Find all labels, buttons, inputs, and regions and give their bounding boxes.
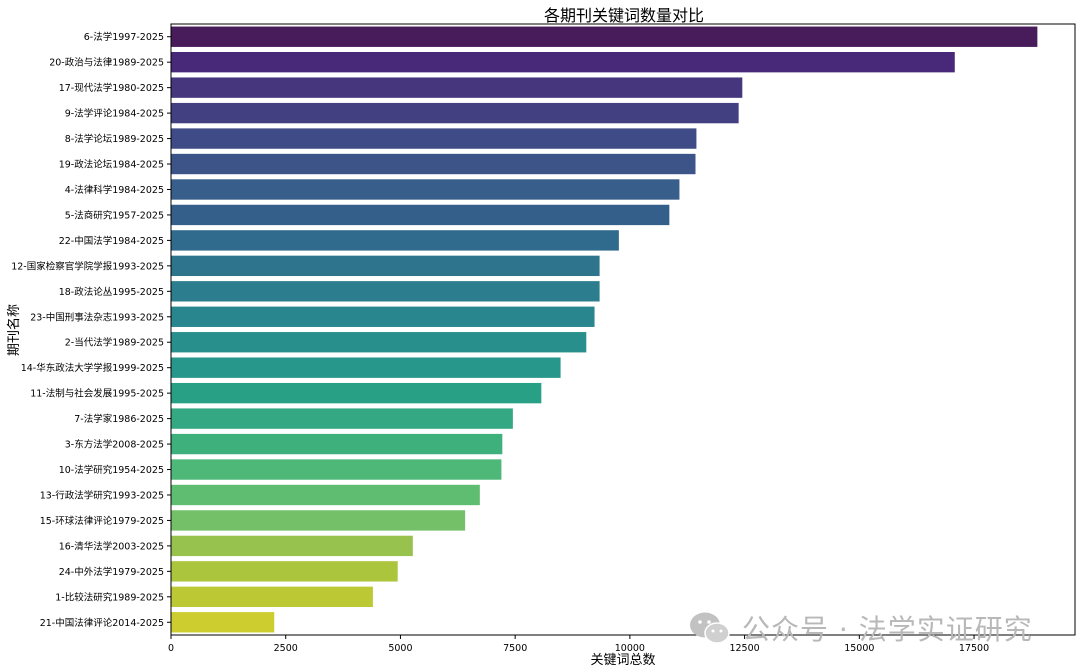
y-tick-label: 4-法律科学1984-2025: [65, 184, 164, 196]
chart-title: 各期刊关键词数量对比: [544, 6, 704, 25]
y-tick-label: 22-中国法学1984-2025: [59, 235, 164, 247]
y-tick-label: 20-政治与法律1989-2025: [49, 57, 164, 69]
y-tick-label: 15-环球法律评论1979-2025: [40, 515, 164, 527]
bar: [171, 433, 503, 455]
bar: [171, 510, 466, 531]
y-tick-label: 14-华东政法大学学报1999-2025: [21, 362, 164, 374]
y-tick-label: 7-法学家1986-2025: [74, 413, 164, 425]
watermark-text: 公众号 · 法学实证研究: [742, 613, 1033, 646]
bar: [171, 153, 696, 175]
y-tick-label: 18-政法论丛1995-2025: [59, 286, 164, 298]
y-tick-label: 10-法学研究1954-2025: [59, 464, 164, 476]
bar: [171, 204, 670, 226]
bar: [171, 281, 600, 302]
bar: [171, 306, 595, 327]
y-tick-label: 21-中国法律评论2014-2025: [40, 617, 164, 629]
y-tick-label: 3-东方法学2008-2025: [65, 439, 164, 451]
watermark: 公众号 · 法学实证研究: [688, 608, 1033, 648]
bar: [171, 52, 955, 73]
y-tick-label: 6-法学1997-2025: [84, 31, 164, 43]
x-tick-label: 5000: [388, 643, 412, 654]
x-axis-label: 关键词总数: [590, 653, 655, 668]
y-tick-label: 11-法制与社会发展1995-2025: [30, 388, 164, 400]
y-tick-label: 24-中外法学1979-2025: [59, 566, 164, 578]
y-tick-label: 8-法学论坛1989-2025: [65, 133, 164, 145]
plot-frame: [170, 23, 1076, 636]
y-tick-label: 16-清华法学2003-2025: [59, 540, 164, 552]
x-tick-label: 12500: [729, 643, 759, 654]
bar: [171, 332, 587, 353]
bar: [171, 484, 480, 506]
bar: [171, 612, 275, 633]
bar: [171, 77, 743, 98]
y-tick-label: 17-现代法学1980-2025: [59, 82, 164, 94]
bar: [171, 459, 502, 480]
bar: [171, 408, 513, 429]
bar: [171, 535, 413, 557]
bar: [171, 586, 373, 607]
bar: [171, 561, 398, 582]
y-tick-label: 12-国家检察官学院学报1993-2025: [11, 260, 164, 272]
y-tick-label: 13-行政法学研究1993-2025: [40, 489, 164, 501]
x-tick-label: 15000: [844, 643, 874, 654]
x-tick-label: 0: [168, 643, 174, 654]
x-tick-label: 7500: [503, 643, 527, 654]
bar: [171, 255, 600, 277]
x-tick-label: 17500: [959, 643, 989, 654]
y-tick-label: 2-当代法学1989-2025: [65, 337, 164, 349]
y-tick-label: 19-政法论坛1984-2025: [59, 159, 164, 171]
bar: [171, 357, 561, 378]
y-axis-label: 期刊名称: [6, 304, 22, 356]
y-tick-label: 23-中国刑事法杂志1993-2025: [30, 311, 164, 323]
bar: [171, 230, 619, 251]
x-tick-label: 2500: [274, 643, 298, 654]
x-tick-label: 10000: [615, 643, 645, 654]
bar: [171, 26, 1038, 47]
wechat-icon: [690, 612, 730, 644]
y-tick-label: 9-法学评论1984-2025: [65, 108, 164, 120]
y-tick-label: 5-法商研究1957-2025: [65, 209, 164, 221]
bar: [171, 128, 697, 149]
y-tick-label: 1-比较法研究1989-2025: [55, 591, 164, 603]
bar: [171, 102, 739, 124]
bar: [171, 179, 680, 200]
bar: [171, 382, 542, 404]
